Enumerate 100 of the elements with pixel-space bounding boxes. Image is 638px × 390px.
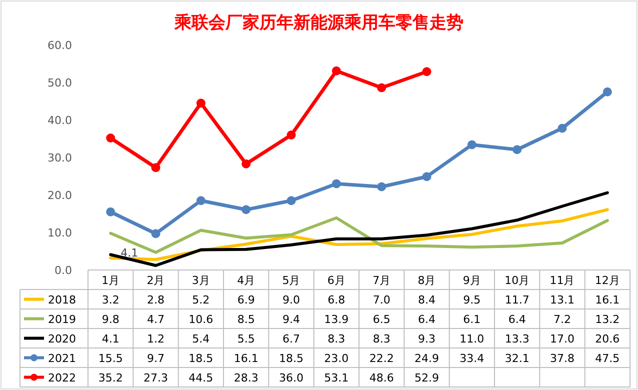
point <box>377 83 386 92</box>
data-label: 28.3 <box>234 372 258 384</box>
data-label: 10.6 <box>188 313 214 326</box>
data-label: 20.6 <box>595 332 620 346</box>
x-tick-label: 11月 <box>550 274 575 287</box>
data-label: 16.1 <box>234 352 258 365</box>
point <box>332 66 341 76</box>
x-tick-label: 10月 <box>504 274 530 287</box>
data-label: 44.5 <box>188 372 214 384</box>
data-label: 1.2 <box>147 332 164 346</box>
point <box>106 207 116 216</box>
data-label: 53.1 <box>324 372 349 384</box>
data-label: 9.8 <box>102 313 120 326</box>
data-label: 35.2 <box>98 372 123 384</box>
data-label: 9.5 <box>463 294 481 306</box>
data-label: 47.5 <box>595 352 620 365</box>
point <box>151 163 160 172</box>
data-label: 16.1 <box>595 294 620 306</box>
point <box>242 205 251 214</box>
data-label: 6.8 <box>328 294 346 306</box>
point <box>151 229 160 238</box>
data-label: 11.0 <box>460 332 484 346</box>
point <box>422 172 432 182</box>
y-tick-label: 0.0 <box>54 264 72 277</box>
point <box>558 124 567 133</box>
data-label: 6.7 <box>282 332 300 346</box>
point <box>602 87 612 96</box>
data-label: 9.0 <box>282 294 300 306</box>
data-label: 13.3 <box>504 332 530 346</box>
data-label: 27.3 <box>144 372 168 384</box>
data-label: 18.5 <box>279 352 304 365</box>
x-tick-label: 12月 <box>594 274 620 287</box>
data-label: 6.1 <box>463 313 481 326</box>
x-tick-label: 3月 <box>192 274 210 287</box>
y-tick-label: 30.0 <box>48 152 72 164</box>
point <box>377 182 386 192</box>
data-label: 5.4 <box>192 332 210 346</box>
point <box>467 140 476 150</box>
x-tick-label: 6月 <box>327 274 346 287</box>
data-label: 13.9 <box>324 313 349 326</box>
x-tick-label: 4月 <box>237 274 256 287</box>
data-label: 6.4 <box>508 313 526 326</box>
chart-title: 乘联会厂家历年新能源乘用车零售走势 <box>174 13 464 33</box>
data-label: 33.4 <box>460 352 484 365</box>
data-label: 4.7 <box>147 313 164 326</box>
data-label: 36.0 <box>279 372 304 384</box>
data-label: 13.2 <box>595 313 620 326</box>
data-label: 8.5 <box>237 313 255 326</box>
data-label: 15.5 <box>98 352 123 365</box>
x-tick-label: 8月 <box>418 274 436 287</box>
point <box>512 145 522 154</box>
data-label: 22.2 <box>369 352 394 365</box>
data-label: 17.0 <box>550 332 574 346</box>
annotation: 4.1 <box>120 246 138 260</box>
data-label: 9.7 <box>147 352 164 365</box>
line-series <box>109 191 609 267</box>
point <box>196 98 206 108</box>
data-label: 9.4 <box>282 313 300 326</box>
x-tick-label: 1月 <box>102 274 120 287</box>
data-label: 6.5 <box>372 313 390 326</box>
point <box>196 196 206 206</box>
point <box>242 159 251 168</box>
data-label: 3.2 <box>102 294 120 306</box>
data-label: 9.3 <box>418 332 436 346</box>
data-label: 7.2 <box>554 313 571 326</box>
data-label: 32.1 <box>504 352 530 365</box>
point <box>286 196 296 206</box>
x-tick-label: 5月 <box>282 274 300 287</box>
data-label: 5.2 <box>192 294 210 306</box>
data-label: 48.6 <box>369 372 394 384</box>
legend-label: 2020 <box>48 332 76 346</box>
data-label: 8.3 <box>328 332 346 346</box>
y-tick-label: 40.0 <box>48 114 72 127</box>
legend-label: 2018 <box>48 294 76 306</box>
data-label: 13.1 <box>550 294 574 306</box>
data-label: 11.7 <box>504 294 530 306</box>
point <box>286 130 296 140</box>
data-label: 6.4 <box>418 313 436 326</box>
legend-label: 2022 <box>48 372 76 384</box>
y-tick-label: 10.0 <box>48 226 72 240</box>
x-tick-label: 9月 <box>462 274 481 287</box>
x-tick-label: 2月 <box>146 274 165 287</box>
data-label: 18.5 <box>188 352 214 365</box>
data-label: 5.5 <box>237 332 255 346</box>
data-label: 6.9 <box>237 294 255 306</box>
data-label: 23.0 <box>324 352 349 365</box>
data-label: 8.4 <box>418 294 436 306</box>
x-tick-label: 7月 <box>372 274 391 287</box>
data-label: 37.8 <box>550 352 574 365</box>
point <box>332 179 341 188</box>
y-tick-label: 20.0 <box>48 189 72 202</box>
data-label: 52.9 <box>414 372 439 384</box>
point <box>106 134 116 142</box>
y-tick-label: 60.0 <box>48 39 72 52</box>
point <box>422 67 432 76</box>
data-label: 7.0 <box>372 294 390 306</box>
y-tick-label: 50.0 <box>48 76 72 90</box>
data-label: 2.8 <box>147 294 164 306</box>
data-label: 4.1 <box>102 332 120 346</box>
data-label: 24.9 <box>414 352 439 365</box>
